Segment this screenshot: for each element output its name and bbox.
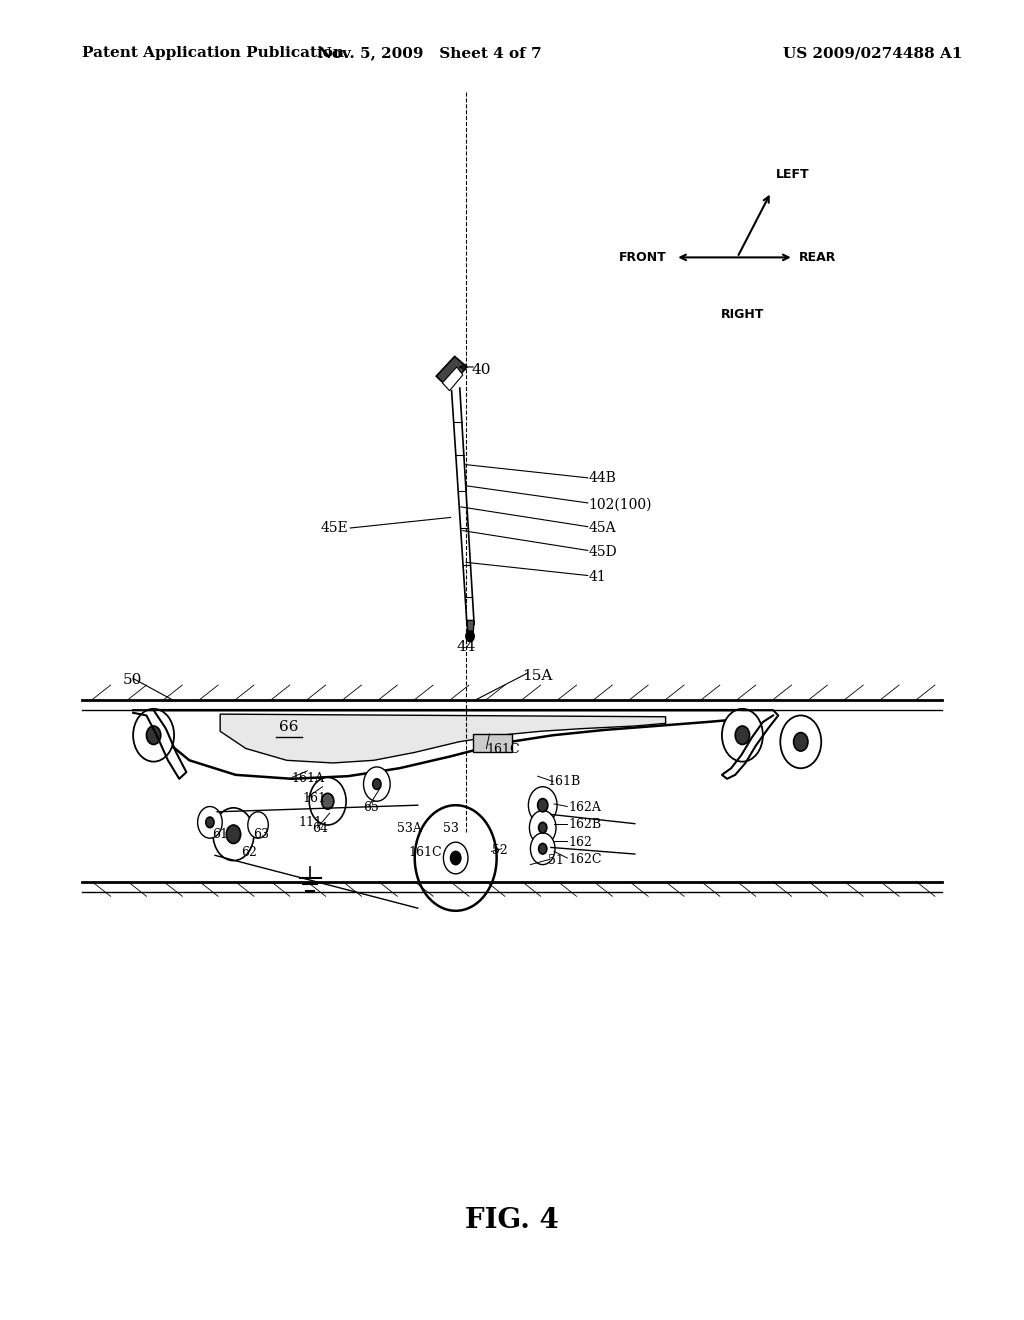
Text: 162: 162: [568, 836, 592, 849]
Circle shape: [309, 777, 346, 825]
Circle shape: [528, 787, 557, 824]
Circle shape: [443, 842, 468, 874]
Circle shape: [530, 833, 555, 865]
Circle shape: [322, 793, 334, 809]
Circle shape: [722, 709, 763, 762]
Text: 111: 111: [298, 816, 323, 829]
Text: 45D: 45D: [589, 545, 617, 558]
Circle shape: [364, 767, 390, 801]
Text: US 2009/0274488 A1: US 2009/0274488 A1: [783, 46, 963, 61]
Text: 15A: 15A: [522, 669, 553, 682]
Text: 41: 41: [589, 570, 606, 583]
Circle shape: [133, 709, 174, 762]
Polygon shape: [442, 367, 463, 391]
Circle shape: [780, 715, 821, 768]
Text: FIG. 4: FIG. 4: [465, 1208, 559, 1234]
Text: REAR: REAR: [799, 251, 837, 264]
Circle shape: [226, 825, 241, 843]
Text: 44B: 44B: [589, 471, 616, 484]
Text: Nov. 5, 2009   Sheet 4 of 7: Nov. 5, 2009 Sheet 4 of 7: [318, 46, 542, 61]
Text: 162C: 162C: [568, 853, 602, 866]
Text: 65: 65: [364, 801, 380, 814]
Circle shape: [539, 822, 547, 833]
Circle shape: [206, 817, 214, 828]
Text: 161C: 161C: [486, 743, 520, 756]
Text: 161: 161: [302, 792, 326, 805]
Text: RIGHT: RIGHT: [721, 308, 765, 321]
Text: LEFT: LEFT: [775, 168, 809, 181]
Polygon shape: [159, 710, 737, 779]
Text: 63: 63: [253, 828, 269, 841]
Text: 161A: 161A: [292, 772, 325, 785]
Text: 102(100): 102(100): [589, 498, 652, 511]
Text: 162B: 162B: [568, 818, 601, 832]
Circle shape: [538, 799, 548, 812]
Polygon shape: [467, 620, 474, 634]
Polygon shape: [436, 356, 467, 388]
Text: 45E: 45E: [321, 521, 348, 535]
Text: 52: 52: [492, 843, 508, 857]
Text: 66: 66: [279, 719, 299, 734]
Text: 61: 61: [212, 828, 228, 841]
Circle shape: [539, 843, 547, 854]
Circle shape: [146, 726, 161, 744]
Text: 62: 62: [241, 846, 257, 859]
Text: 50: 50: [123, 673, 142, 686]
Text: Patent Application Publication: Patent Application Publication: [82, 46, 344, 61]
Text: 45A: 45A: [589, 521, 616, 535]
Circle shape: [248, 812, 268, 838]
Text: FRONT: FRONT: [620, 251, 667, 264]
Text: 51: 51: [548, 854, 564, 867]
Circle shape: [213, 808, 254, 861]
Polygon shape: [220, 714, 666, 763]
Circle shape: [373, 779, 381, 789]
Circle shape: [466, 631, 474, 642]
Text: 64: 64: [312, 822, 329, 836]
Circle shape: [529, 810, 556, 845]
Circle shape: [735, 726, 750, 744]
Circle shape: [794, 733, 808, 751]
Text: 53: 53: [442, 822, 459, 836]
Circle shape: [198, 807, 222, 838]
Text: 162A: 162A: [568, 801, 601, 814]
Bar: [473, 734, 512, 752]
Text: 40: 40: [471, 363, 490, 376]
Text: 161B: 161B: [548, 775, 581, 788]
Circle shape: [451, 851, 461, 865]
Circle shape: [415, 805, 497, 911]
Text: 53A: 53A: [397, 822, 422, 836]
Text: 161C: 161C: [409, 846, 441, 859]
Text: 44: 44: [456, 640, 476, 653]
